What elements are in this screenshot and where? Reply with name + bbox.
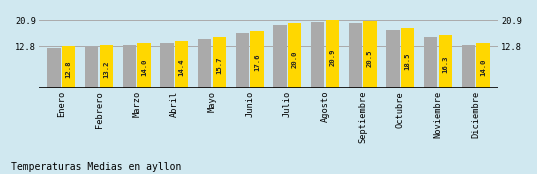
- Bar: [137, 43, 150, 88]
- Bar: [349, 23, 362, 88]
- Text: 20.9: 20.9: [329, 49, 335, 66]
- Bar: [439, 35, 452, 88]
- Bar: [326, 20, 339, 88]
- Text: 20.0: 20.0: [292, 50, 297, 68]
- Text: 14.0: 14.0: [480, 59, 486, 76]
- Bar: [273, 25, 287, 88]
- Bar: [462, 45, 475, 88]
- Bar: [47, 48, 61, 88]
- Text: Temperaturas Medias en ayllon: Temperaturas Medias en ayllon: [11, 162, 181, 172]
- Bar: [476, 43, 490, 88]
- Bar: [161, 43, 173, 88]
- Bar: [62, 46, 75, 88]
- Bar: [213, 37, 226, 88]
- Bar: [250, 31, 264, 88]
- Text: 17.6: 17.6: [254, 54, 260, 71]
- Bar: [175, 41, 188, 88]
- Bar: [236, 33, 249, 88]
- Bar: [100, 45, 113, 88]
- Text: 15.7: 15.7: [216, 56, 222, 74]
- Bar: [387, 30, 400, 88]
- Text: 13.2: 13.2: [104, 60, 110, 78]
- Text: 12.8: 12.8: [66, 61, 72, 78]
- Bar: [311, 22, 324, 88]
- Bar: [85, 47, 98, 88]
- Text: 20.5: 20.5: [367, 49, 373, 67]
- Text: 18.5: 18.5: [405, 52, 411, 70]
- Text: 16.3: 16.3: [442, 56, 448, 73]
- Bar: [123, 45, 136, 88]
- Bar: [364, 22, 376, 88]
- Bar: [198, 39, 211, 88]
- Bar: [424, 37, 437, 88]
- Text: 14.0: 14.0: [141, 59, 147, 76]
- Bar: [288, 23, 301, 88]
- Bar: [401, 28, 414, 88]
- Text: 14.4: 14.4: [179, 58, 185, 76]
